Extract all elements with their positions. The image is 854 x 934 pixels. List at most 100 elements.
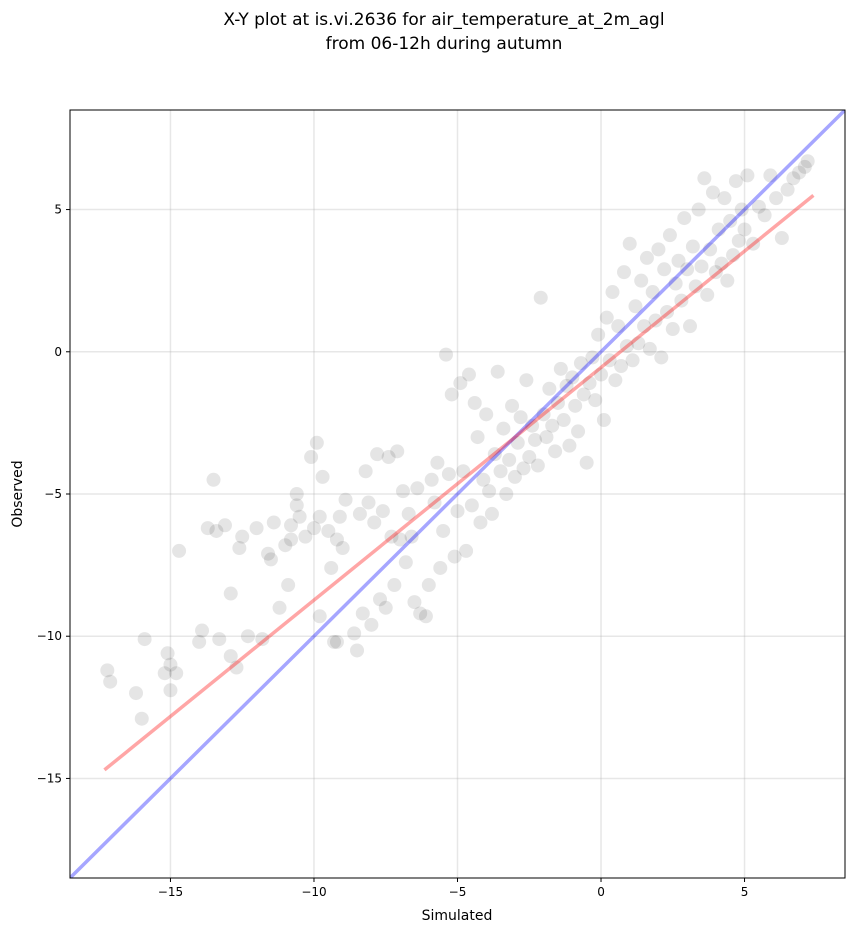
scatter-point	[418, 609, 433, 624]
scatter-point	[163, 657, 178, 672]
scatter-point	[232, 541, 247, 556]
scatter-point	[367, 515, 382, 530]
scatter-point	[571, 424, 586, 439]
identity-line	[70, 110, 845, 878]
scatter-point	[163, 683, 178, 698]
scatter-point	[674, 293, 689, 308]
scatter-point	[637, 319, 652, 334]
scatter-point	[381, 450, 396, 465]
scatter-point	[726, 248, 741, 263]
scatter-point	[691, 202, 706, 217]
scatter-point	[195, 623, 210, 638]
scatter-point	[717, 191, 732, 206]
scatter-point	[484, 506, 499, 521]
scatter-point	[410, 481, 425, 496]
scatter-point	[370, 447, 385, 462]
scatter-point	[461, 367, 476, 382]
scatter-point	[525, 418, 540, 433]
scatter-point	[502, 452, 517, 467]
scatter-point	[263, 552, 278, 567]
scatter-point	[774, 231, 789, 245]
scatter-point	[496, 421, 511, 436]
scatter-point	[209, 523, 224, 538]
scatter-point	[528, 432, 542, 447]
scatter-point	[720, 273, 735, 288]
scatter-point	[677, 211, 692, 226]
scatter-point	[530, 458, 545, 473]
scatter-point	[539, 430, 554, 445]
scatter-point	[482, 484, 497, 499]
scatter-point	[401, 506, 416, 521]
scatter-point	[470, 430, 485, 445]
scatter-point	[490, 364, 505, 379]
scatter-point	[596, 413, 611, 428]
scatter-point	[398, 555, 413, 570]
scatter-point	[757, 208, 772, 223]
scatter-point	[255, 632, 270, 647]
scatter-point	[441, 467, 456, 482]
scatter-point	[510, 435, 525, 450]
scatter-point	[628, 299, 643, 314]
scatter-point	[352, 506, 367, 521]
scatter-point	[444, 387, 459, 402]
scatter-point	[513, 410, 528, 425]
scatter-point	[436, 523, 451, 538]
scatter-point	[292, 509, 307, 524]
scatter-point	[619, 339, 634, 354]
scatter-point	[404, 529, 419, 544]
scatter-point	[800, 154, 815, 169]
scatter-point	[312, 609, 327, 624]
scatter-point	[533, 290, 548, 305]
scatter-point	[329, 634, 344, 649]
scatter-point	[375, 504, 390, 519]
scatter-point	[599, 310, 614, 325]
scatter-point	[499, 487, 514, 501]
scatter-point	[711, 222, 726, 237]
scatter-point	[516, 461, 531, 476]
scatter-point	[648, 313, 663, 328]
scatter-point	[476, 472, 491, 487]
scatter-point	[200, 521, 215, 536]
scatter-point	[536, 407, 551, 422]
scatter-point	[548, 444, 563, 459]
scatter-point	[797, 159, 812, 174]
scatter-point	[424, 472, 439, 487]
scatter-point	[327, 634, 342, 649]
scatter-point	[223, 586, 238, 601]
scatter-point	[338, 492, 353, 507]
scatter-point	[223, 649, 238, 664]
scatter-point	[740, 168, 755, 183]
scatter-point	[284, 532, 299, 547]
scatter-point	[384, 529, 399, 544]
x-axis-label: Simulated	[422, 908, 493, 924]
scatter-point	[688, 279, 703, 294]
scatter-point	[229, 660, 244, 675]
scatter-point	[332, 509, 347, 524]
scatter-point	[723, 213, 738, 228]
scatter-point	[665, 322, 680, 337]
scatter-point	[614, 359, 629, 373]
scatter-point	[378, 600, 393, 615]
y-axis-label: Observed	[10, 460, 26, 527]
y-axis-ticks: −15 −10 −5 0 5	[37, 203, 70, 785]
scatter-point	[456, 464, 471, 479]
scatter-point	[129, 686, 144, 701]
scatter-point	[734, 202, 749, 217]
grid-lines	[70, 110, 845, 878]
scatter-point	[751, 199, 766, 214]
scatter-point	[573, 356, 588, 371]
scatter-point	[780, 182, 795, 197]
scatter-point	[786, 171, 801, 186]
scatter-point	[654, 350, 669, 365]
scatter-point	[358, 464, 373, 479]
scatter-point	[433, 560, 448, 575]
scatter-point	[522, 450, 537, 465]
scatter-point	[321, 523, 336, 538]
scatter-point	[553, 361, 568, 376]
scatter-point	[700, 287, 715, 302]
scatter-point	[304, 450, 319, 465]
scatter-point	[622, 236, 637, 251]
scatter-point	[746, 236, 761, 251]
scatter-point	[602, 353, 617, 368]
scatter-point	[289, 498, 304, 513]
